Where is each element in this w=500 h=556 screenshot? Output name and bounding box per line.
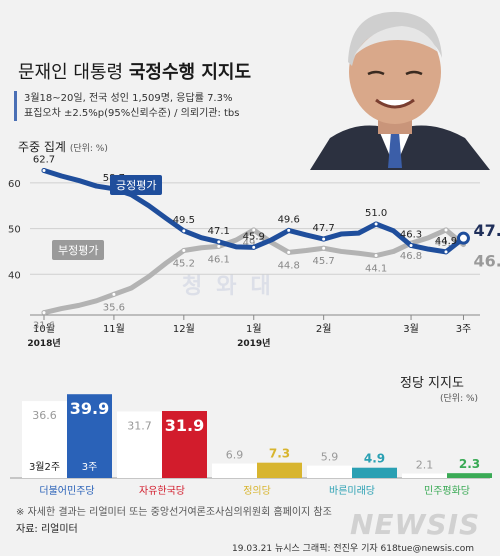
- y-tick-label: 40: [8, 270, 21, 281]
- category-label: 정의당: [243, 485, 271, 497]
- positive-data-label: 44.9: [435, 236, 457, 247]
- bar-curr-label: 2.3: [459, 457, 480, 471]
- legend-curr-label: 3주: [82, 462, 98, 473]
- positive-point: [443, 249, 449, 255]
- survey-info: 3월18~20일, 전국 성인 1,509명, 응답률 7.3% 표집오차 ±2…: [24, 91, 240, 121]
- positive-latest-value: 47.9%: [473, 221, 500, 240]
- weekly-label: 주중 집계 (단위: %): [18, 140, 108, 154]
- year-label: 2018년: [27, 337, 60, 349]
- credit-line: 19.03.21 뉴시스 그래픽: 전진우 기자 618tue@newsis.c…: [232, 544, 475, 554]
- negative-point: [111, 291, 117, 297]
- chart-title: 문재인 대통령 국정수행 지지도: [18, 62, 252, 83]
- negative-data-label: 44.8: [278, 260, 300, 271]
- bar-prev: [22, 401, 67, 478]
- bar-prev: [307, 465, 352, 478]
- positive-data-label: 62.7: [33, 155, 55, 166]
- category-label: 민주평화당: [424, 485, 470, 497]
- positive-data-label: 45.9: [243, 231, 265, 242]
- bar-curr-label: 4.9: [364, 452, 385, 466]
- x-tick-label: 3주: [456, 324, 472, 335]
- bar-prev: [402, 473, 447, 478]
- weekly-unit: (단위: %): [69, 144, 108, 154]
- bar-curr: [447, 473, 492, 478]
- party-unit: (단위: %): [440, 394, 479, 404]
- negative-data-label: 35.6: [103, 302, 125, 313]
- positive-data-label: 47.1: [208, 226, 230, 237]
- bar-curr-label: 31.9: [165, 416, 204, 435]
- positive-data-label: 46.3: [400, 229, 422, 240]
- positive-data-label: 47.7: [313, 223, 335, 234]
- newsis-logo: NEWSIS: [350, 508, 481, 541]
- x-tick-label: 1월: [246, 323, 262, 335]
- category-label: 더불어민주당: [39, 485, 94, 497]
- negative-point: [443, 227, 449, 233]
- negative-data-label: 44.1: [365, 264, 387, 275]
- legend-prev-label: 3월2주: [29, 461, 60, 473]
- positive-point: [286, 227, 292, 233]
- source-label: 자료: 리얼미터: [16, 524, 78, 535]
- bar-curr: [67, 394, 112, 478]
- positive-point: [321, 236, 327, 242]
- x-tick-label: 10월: [33, 323, 55, 335]
- positive-point: [216, 239, 222, 245]
- positive-point: [251, 244, 257, 250]
- x-tick-label: 2월: [316, 323, 332, 335]
- negative-data-label: 45.2: [173, 259, 195, 270]
- positive-latest-marker: [456, 231, 470, 245]
- positive-badge: 긍정평가: [110, 175, 163, 195]
- bar-prev: [212, 463, 257, 478]
- negative-point: [41, 310, 47, 316]
- x-tick-label: 12월: [173, 323, 195, 335]
- negative-point: [251, 227, 257, 233]
- category-label: 바른미래당: [329, 485, 375, 497]
- positive-point: [408, 242, 414, 248]
- survey-accent-bar: [14, 91, 17, 121]
- positive-point: [41, 168, 47, 174]
- category-label: 자유한국당: [139, 485, 185, 497]
- survey-line-2: 표집오차 ±2.5%p(95%신뢰수준) / 의뢰기관: tbs: [24, 108, 240, 119]
- negative-point: [181, 248, 187, 254]
- negative-data-label: 49.7: [435, 238, 457, 249]
- negative-point: [373, 253, 379, 259]
- bar-prev-label: 31.7: [127, 419, 152, 432]
- party-bar-chart: 36.6 39.9 더불어민주당 31.7 31.9 자유한국당 6.9 7.3 정의당 5.9 4…: [10, 394, 492, 497]
- bar-curr-label: 39.9: [70, 399, 109, 418]
- president-portrait: [290, 0, 500, 170]
- bar-prev-label: 36.6: [32, 409, 57, 422]
- negative-latest-value: 46.5%: [473, 252, 500, 271]
- approval-line-chart: 60 50 40 10월 11월 12월 1월 2월 3월 3주 2018년 2019년 31.6 35.…: [8, 155, 500, 349]
- bar-prev: [117, 411, 162, 478]
- bar-curr-label: 7.3: [269, 447, 290, 461]
- bar-curr: [257, 462, 302, 478]
- positive-point: [181, 228, 187, 234]
- negative-data-label: 46.8: [400, 251, 422, 262]
- bar-prev-label: 6.9: [226, 449, 244, 462]
- negative-badge: 부정평가: [52, 240, 105, 260]
- negative-point: [321, 245, 327, 251]
- negative-data-label: 31.6: [33, 321, 55, 332]
- negative-data-label: 45.7: [313, 256, 335, 267]
- bar-prev-label: 5.9: [321, 451, 339, 464]
- footer-note: ※ 자세한 결과는 리얼미터 또는 중앙선거여론조사심의위원회 홈페이지 참조: [16, 507, 332, 518]
- negative-data-label: 49.7: [243, 238, 265, 249]
- positive-data-label: 51.0: [365, 208, 387, 219]
- bar-curr: [162, 411, 207, 478]
- party-label: 정당 지지도: [400, 376, 464, 391]
- negative-data-label: 46.1: [208, 254, 230, 265]
- positive-data-label: 49.6: [278, 214, 300, 225]
- y-tick-label: 50: [8, 225, 21, 236]
- negative-point: [286, 249, 292, 255]
- x-tick-label: 11월: [103, 323, 125, 335]
- bar-curr: [352, 467, 397, 478]
- positive-data-label: 49.5: [173, 215, 195, 226]
- cheongwadae-watermark: 청와대: [182, 274, 285, 299]
- y-tick-label: 60: [8, 179, 21, 190]
- year-label: 2019년: [237, 337, 270, 349]
- bar-prev-label: 2.1: [416, 459, 434, 472]
- x-tick-label: 3월: [403, 323, 419, 335]
- survey-line-1: 3월18~20일, 전국 성인 1,509명, 응답률 7.3%: [24, 93, 233, 104]
- positive-point: [373, 221, 379, 227]
- negative-point: [216, 243, 222, 249]
